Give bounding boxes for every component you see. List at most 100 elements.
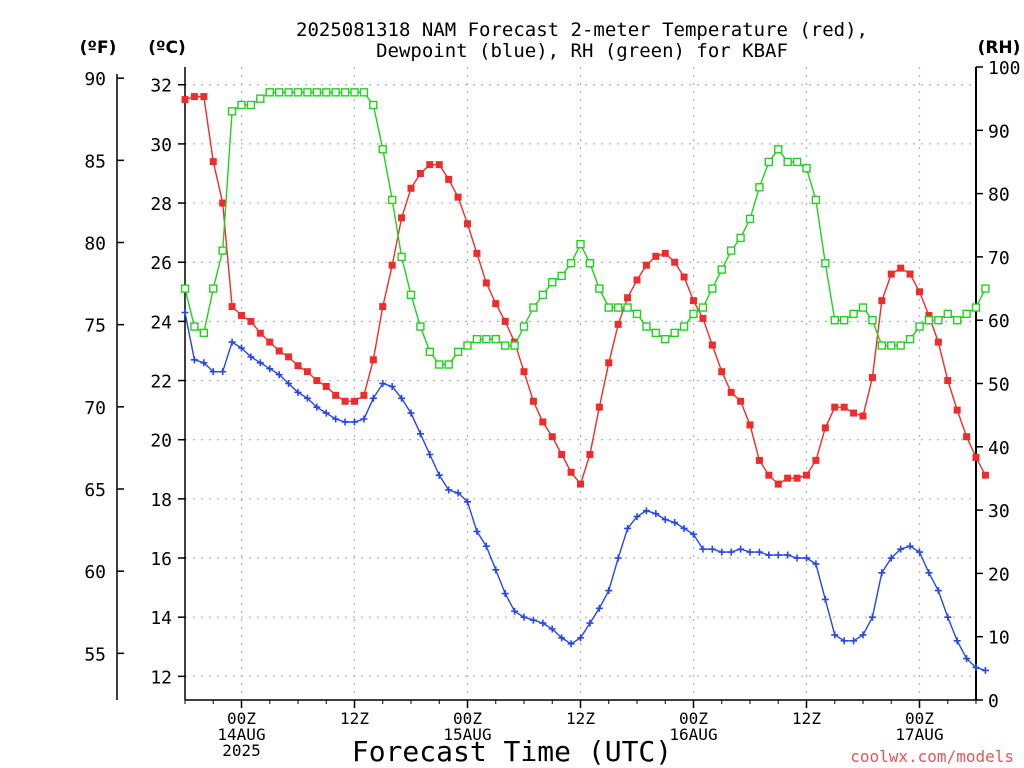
temperature-point xyxy=(473,249,481,257)
dewpoint-point xyxy=(360,415,368,423)
fahrenheit-tick-label: 75 xyxy=(84,316,106,337)
temperature-point xyxy=(303,368,311,376)
rh-point xyxy=(425,347,435,357)
rh-point xyxy=(322,88,331,97)
rh-point xyxy=(962,309,971,319)
fahrenheit-tick-label: 90 xyxy=(84,69,106,90)
temperature-point xyxy=(661,249,669,257)
temperature-point xyxy=(840,403,848,411)
dewpoint-point xyxy=(416,430,424,438)
dewpoint-point xyxy=(256,359,264,367)
temperature-point xyxy=(708,341,716,349)
time-tick-label: 16AUG xyxy=(669,725,717,744)
dewpoint-point xyxy=(671,519,679,527)
temperature-point xyxy=(492,300,500,308)
rh-point xyxy=(180,284,190,293)
dewpoint-point xyxy=(209,368,217,376)
gridlines xyxy=(185,67,976,700)
dewpoint-point xyxy=(238,344,245,352)
dewpoint-point xyxy=(812,560,820,568)
rh-tick-label: 70 xyxy=(988,248,1010,269)
dewpoint-point xyxy=(492,566,500,574)
temperature-point xyxy=(671,258,679,266)
temperature-point xyxy=(567,468,575,476)
dewpoint-point xyxy=(821,595,829,603)
temperature-point xyxy=(435,161,443,169)
dewpoint-point xyxy=(963,655,971,663)
dewpoint-point xyxy=(718,548,726,556)
dewpoint-point xyxy=(435,471,443,479)
temperature-point xyxy=(727,388,735,396)
dewpoint-point xyxy=(529,616,537,624)
rh-point xyxy=(303,88,312,97)
temperature-point xyxy=(859,412,867,420)
temperature-point xyxy=(238,311,245,319)
temperature-point xyxy=(981,471,989,479)
temperature-point xyxy=(642,261,650,269)
credit-link[interactable]: coolwx.com/models xyxy=(850,747,1014,766)
temperature-point xyxy=(294,362,302,370)
dewpoint-point xyxy=(266,365,274,373)
temperature-point xyxy=(416,169,424,177)
rh-point xyxy=(557,271,566,281)
rh-point xyxy=(350,88,359,97)
rh-point xyxy=(642,322,651,331)
temperature-line xyxy=(184,95,987,486)
rh-point xyxy=(858,303,868,312)
rh-point xyxy=(274,88,284,97)
dewpoint-point xyxy=(294,388,302,396)
dewpoint-point xyxy=(774,551,782,559)
fahrenheit-tick-label: 65 xyxy=(84,480,106,501)
time-tick-label: 2025 xyxy=(222,741,261,760)
temperature-point xyxy=(501,317,509,325)
rh-point xyxy=(585,259,595,268)
temperature-point xyxy=(878,297,886,305)
rh-point xyxy=(369,100,378,110)
dewpoint-point xyxy=(228,338,236,346)
temperature-point xyxy=(868,374,876,382)
dewpoint-point xyxy=(859,631,867,639)
dewpoint-point xyxy=(916,548,923,556)
temperature-point xyxy=(577,480,584,488)
temperature-markers xyxy=(181,93,989,488)
dewpoint-point xyxy=(539,619,547,627)
rh-point xyxy=(821,259,830,268)
rh-point xyxy=(792,157,802,167)
celsius-tick-label: 32 xyxy=(150,76,172,97)
time-tick-label: 00Z xyxy=(679,709,708,728)
rh-point xyxy=(519,322,529,331)
dewpoint-point xyxy=(878,569,886,577)
dewpoint-point xyxy=(953,637,961,645)
temperature-point xyxy=(737,397,745,405)
rh-point xyxy=(340,88,350,97)
dewpoint-point xyxy=(501,590,509,598)
dewpoint-point xyxy=(981,666,989,674)
rh-point xyxy=(877,341,887,350)
rh-tick-label: 50 xyxy=(988,375,1010,396)
rh-point xyxy=(849,309,858,319)
dewpoint-point xyxy=(332,415,340,423)
rh-point xyxy=(256,94,265,103)
temperature-point xyxy=(963,433,971,441)
rh-point xyxy=(830,316,839,325)
rh-point xyxy=(548,278,557,287)
temperature-point xyxy=(850,409,858,417)
dewpoint-point xyxy=(803,554,810,562)
dewpoint-point xyxy=(482,542,490,550)
dewpoint-point xyxy=(906,542,914,550)
rh-point xyxy=(435,360,444,369)
rh-point xyxy=(604,303,613,312)
dewpoint-point xyxy=(426,450,434,458)
temperature-point xyxy=(332,391,340,399)
rh-point xyxy=(811,195,821,205)
temperature-point xyxy=(275,347,283,355)
rh-point xyxy=(679,322,689,331)
dewpoint-point xyxy=(313,403,321,411)
rh-point xyxy=(453,347,463,357)
temperature-point xyxy=(953,406,961,414)
rh-point xyxy=(952,316,962,325)
rh-point xyxy=(868,316,877,325)
rh-point xyxy=(331,88,340,97)
dewpoint-point xyxy=(567,640,575,648)
temperature-point xyxy=(755,456,763,464)
